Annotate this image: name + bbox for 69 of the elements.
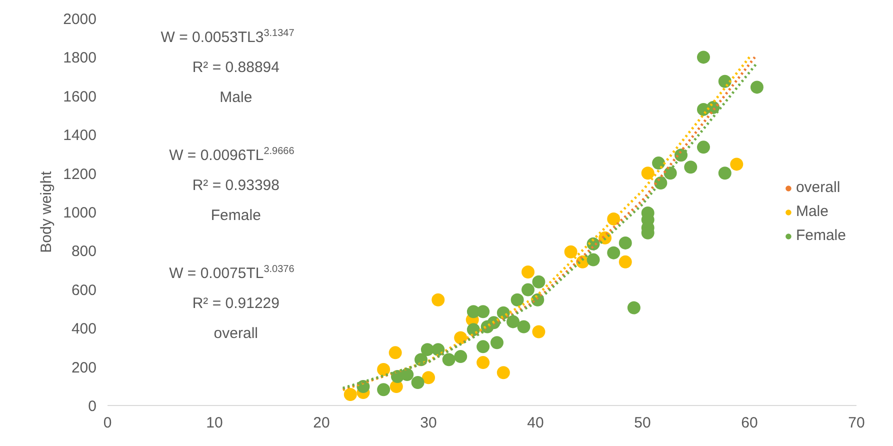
point	[618, 255, 632, 268]
y-tick-label: 400	[71, 320, 97, 338]
point	[476, 356, 490, 370]
legend-label: Female	[796, 227, 846, 244]
point	[652, 156, 666, 170]
point	[476, 340, 490, 354]
point	[377, 363, 390, 376]
point	[388, 346, 402, 360]
point	[432, 343, 445, 356]
annotation: Female	[210, 207, 261, 224]
point	[696, 50, 710, 64]
point	[517, 320, 530, 334]
annotation: Male	[220, 89, 252, 106]
point	[532, 275, 546, 288]
point	[476, 305, 490, 318]
y-tick-label: 1800	[63, 50, 97, 67]
point	[422, 371, 435, 384]
point	[466, 323, 480, 336]
x-tick-label: 30	[420, 414, 437, 432]
point	[730, 158, 744, 171]
point	[618, 236, 632, 250]
point	[684, 160, 698, 174]
point	[696, 140, 710, 154]
y-tick-label: 800	[71, 243, 97, 260]
y-tick-label: 1000	[63, 204, 97, 222]
point	[641, 166, 654, 180]
annotation: R² = 0.93398	[192, 177, 280, 194]
x-tick-label: 40	[527, 414, 544, 432]
x-tick-label: 50	[634, 414, 651, 432]
x-tick-label: 60	[741, 414, 758, 432]
point	[420, 343, 434, 356]
point	[454, 350, 468, 364]
point	[718, 74, 732, 88]
y-tick-label: 1400	[63, 127, 97, 144]
y-tick-label: 0	[88, 398, 96, 415]
y-axis-title: Body weight	[38, 170, 56, 253]
point	[522, 283, 535, 296]
annotation: R² = 0.91229	[192, 295, 280, 312]
x-tick-label: 20	[313, 414, 330, 432]
y-tick-label: 1200	[63, 166, 97, 183]
point	[400, 368, 414, 382]
point	[607, 246, 620, 260]
point	[490, 336, 504, 350]
y-tick-label: 2000	[63, 11, 97, 28]
point	[564, 245, 578, 258]
x-tick-label: 10	[206, 414, 223, 432]
point	[344, 388, 357, 401]
annotation: R² = 0.88894	[192, 59, 280, 76]
legend-label: overall	[796, 179, 840, 196]
point	[750, 80, 764, 94]
point	[432, 293, 445, 306]
point	[377, 383, 390, 396]
point	[510, 293, 524, 306]
x-tick-label: 0	[103, 414, 112, 432]
point	[411, 376, 424, 389]
point	[522, 265, 535, 278]
point	[442, 353, 456, 366]
point	[586, 253, 600, 266]
y-tick-label: 600	[71, 282, 97, 299]
point	[532, 325, 546, 338]
point	[627, 301, 640, 314]
y-tick-label: 200	[71, 359, 97, 376]
legend-label: Male	[796, 203, 828, 220]
point	[718, 166, 732, 180]
point	[496, 366, 510, 380]
point	[506, 315, 520, 328]
x-tick-label: 70	[848, 414, 865, 432]
y-tick-label: 1600	[63, 88, 97, 106]
annotation: overall	[214, 325, 258, 342]
